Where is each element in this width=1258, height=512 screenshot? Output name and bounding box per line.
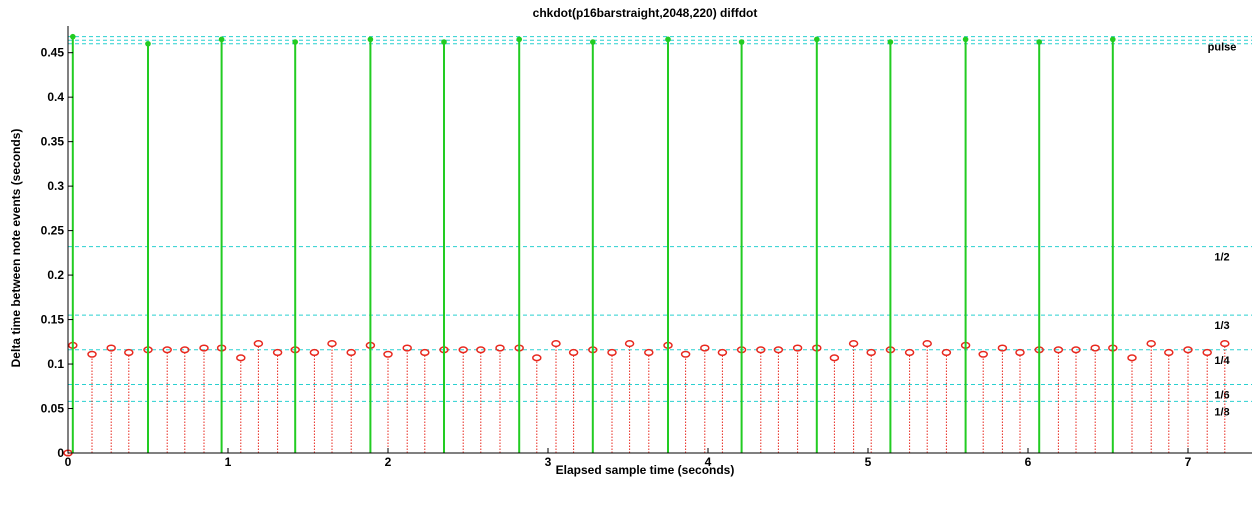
note-point <box>792 344 803 352</box>
note-point <box>568 348 579 357</box>
note-point <box>495 344 505 352</box>
pulse-point <box>145 40 151 47</box>
note-point <box>680 350 691 358</box>
note-point <box>383 350 393 358</box>
pulse-point <box>962 36 969 43</box>
note-point <box>180 346 190 354</box>
note-point <box>773 346 784 354</box>
note-point <box>346 348 356 357</box>
pulse-point <box>70 33 76 40</box>
note-point <box>644 348 654 357</box>
y-tick-label: 0.15 <box>41 313 65 327</box>
note-point <box>532 354 542 362</box>
pulse-point <box>367 36 374 43</box>
chart-title: chkdot(p16barstraight,2048,220) diffdot <box>533 6 758 20</box>
note-point <box>717 348 728 357</box>
note-point <box>402 344 412 352</box>
note-point <box>236 354 246 362</box>
reference-label: pulse <box>1208 42 1237 54</box>
note-point <box>253 340 264 348</box>
note-point <box>904 348 915 357</box>
note-point <box>848 340 859 348</box>
note-point <box>420 348 430 357</box>
note-point <box>978 350 988 358</box>
note-point <box>922 340 932 348</box>
x-tick-label: 3 <box>545 455 552 469</box>
x-tick-label: 1 <box>225 455 232 469</box>
note-point <box>866 348 876 357</box>
x-tick-label: 4 <box>705 455 712 469</box>
x-tick-label: 6 <box>1025 455 1032 469</box>
note-point <box>829 354 840 362</box>
pulse-point <box>292 39 299 45</box>
note-point <box>87 350 97 358</box>
pulse-point <box>218 36 225 43</box>
note-point <box>124 348 134 357</box>
note-point <box>309 348 320 357</box>
y-tick-label: 0.35 <box>41 135 65 149</box>
axes <box>67 26 1252 454</box>
note-point <box>1202 348 1212 357</box>
pulse-point <box>590 39 596 45</box>
x-tick-label: 7 <box>1185 455 1192 469</box>
note-point <box>607 348 617 357</box>
y-tick-label: 0.25 <box>41 224 65 238</box>
x-tick-label: 5 <box>865 455 872 469</box>
reference-labels: pulse 1/2 1/3 1/4 1/6 1/8 <box>1208 42 1237 419</box>
note-point <box>1127 354 1137 362</box>
y-tick-label: 0.2 <box>47 268 64 282</box>
note-point <box>997 344 1008 352</box>
pulse-series <box>70 33 1116 453</box>
note-point <box>700 344 710 352</box>
note-point <box>327 340 337 348</box>
y-tick-label: 0.3 <box>47 179 64 193</box>
note-point <box>272 348 283 357</box>
note-series <box>63 340 1230 457</box>
pulse-point <box>441 39 447 45</box>
note-point <box>162 346 172 354</box>
note-point <box>1015 348 1025 357</box>
note-point <box>1146 340 1156 348</box>
note-point <box>476 346 486 354</box>
note-point <box>1183 346 1193 354</box>
note-point <box>458 346 468 354</box>
x-axis-label: Elapsed sample time (seconds) <box>556 463 735 477</box>
y-tick-label: 0.05 <box>41 402 65 416</box>
y-tick-label: 0.4 <box>47 90 64 104</box>
note-point <box>941 348 952 357</box>
note-point <box>1164 348 1174 357</box>
note-point <box>1220 340 1230 348</box>
pulse-point <box>814 36 820 43</box>
pulse-point <box>738 39 745 45</box>
reference-label: 1/6 <box>1214 390 1229 402</box>
ticks: 0 1 2 3 4 5 6 7 0 0.05 0.1 0.15 0.2 0.25 0.3 0.35 0.4 0.4… <box>41 46 1192 469</box>
pulse-point <box>1110 36 1116 43</box>
note-point <box>551 340 561 348</box>
note-point <box>199 344 209 352</box>
x-tick-label: 0 <box>65 455 72 469</box>
note-point <box>106 344 116 352</box>
y-tick-label: 0.45 <box>41 46 65 60</box>
pulse-point <box>1036 39 1042 45</box>
note-point <box>756 346 766 354</box>
pulse-point <box>887 39 894 45</box>
y-tick-label: 0.1 <box>47 357 64 371</box>
pulse-point <box>516 36 522 43</box>
reference-label: 1/3 <box>1214 320 1229 332</box>
pulse-point <box>665 36 671 43</box>
reference-label: 1/8 <box>1214 406 1229 418</box>
y-tick-label: 0 <box>57 446 64 460</box>
reference-label: 1/2 <box>1214 252 1229 264</box>
reference-lines <box>68 36 1252 402</box>
reference-label: 1/4 <box>1214 355 1230 367</box>
note-point <box>1090 344 1100 352</box>
y-axis-label: Delta time between note events (seconds) <box>9 129 23 368</box>
note-point <box>1053 346 1064 354</box>
note-point <box>1071 346 1081 354</box>
note-point <box>624 340 635 348</box>
x-tick-label: 2 <box>385 455 392 469</box>
